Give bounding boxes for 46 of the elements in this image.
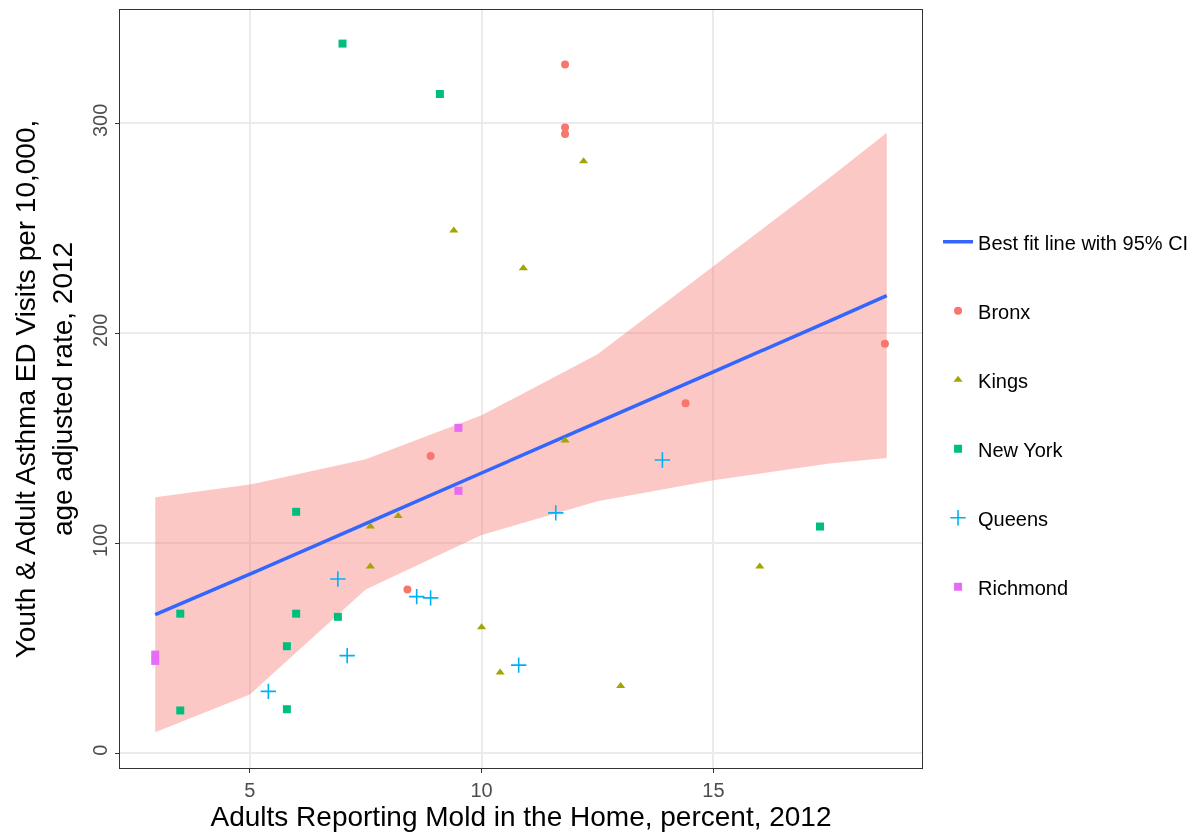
y-tick-label: 100 [89, 523, 111, 558]
point [176, 609, 185, 618]
legend-label: Queens [978, 507, 1049, 530]
x-tick-label: 5 [244, 779, 256, 801]
point [176, 706, 185, 715]
point [292, 507, 301, 516]
legend-label: Bronx [978, 300, 1031, 323]
point [880, 339, 889, 348]
point [151, 656, 160, 665]
point [816, 522, 825, 531]
point [403, 585, 412, 594]
point [329, 570, 347, 588]
point [510, 656, 528, 674]
point [454, 486, 463, 495]
legend-label: New York [978, 438, 1064, 461]
point [393, 512, 403, 519]
x-tick-label: 10 [470, 779, 493, 801]
point [282, 642, 291, 651]
line-series [153, 293, 889, 617]
point [259, 682, 277, 700]
point [282, 705, 291, 714]
x-tick-label: 15 [702, 779, 725, 801]
legend-label: Best fit line with 95% CI [978, 231, 1189, 254]
point [292, 609, 301, 618]
legend-label: Kings [978, 369, 1029, 392]
y-tick-label: 300 [89, 103, 111, 138]
point [338, 647, 356, 665]
point [681, 399, 690, 408]
point [653, 451, 671, 469]
point [454, 423, 463, 432]
x-axis-title: Adults Reporting Mold in the Home, percent, 2012 [210, 801, 832, 833]
legend-label: Richmond [978, 576, 1069, 599]
point [422, 589, 440, 607]
point [561, 129, 570, 138]
point [426, 451, 435, 460]
point [333, 612, 342, 621]
point [547, 504, 565, 522]
point [365, 522, 375, 529]
point [435, 89, 444, 98]
point [408, 588, 426, 606]
point [338, 39, 347, 48]
point [561, 60, 570, 69]
y-axis-title: Youth & Adult Asthma ED Visits per 10,000, age adjusted rate, 2012 [10, 119, 78, 659]
y-tick-label: 0 [89, 744, 111, 756]
point [616, 682, 626, 689]
y-tick-label: 200 [89, 313, 111, 348]
